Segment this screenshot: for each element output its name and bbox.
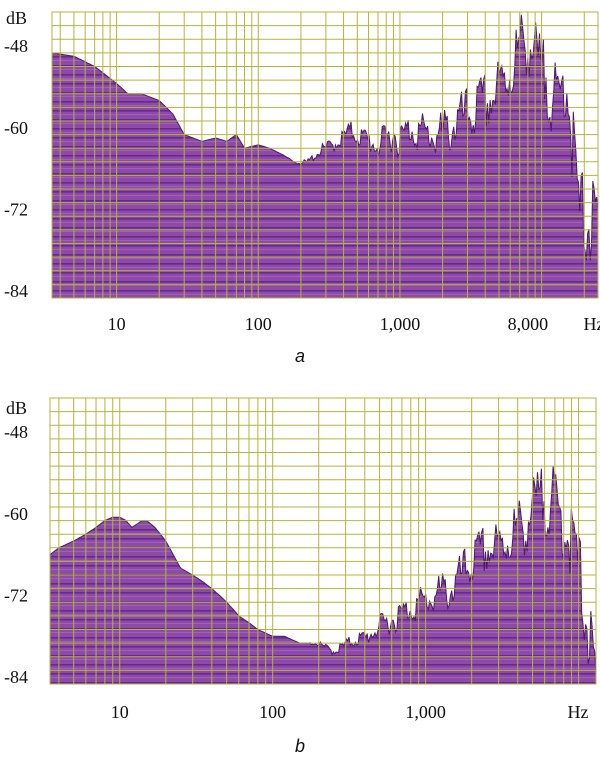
y-unit-label-a: dB [6, 8, 27, 28]
y-tick-label: -60 [4, 118, 28, 138]
x-tick-label: 1,000 [405, 702, 446, 722]
y-tick-label: -48 [4, 422, 28, 442]
y-tick-label: -84 [4, 281, 28, 301]
y-tick-label: -72 [4, 199, 28, 219]
x-unit-label-b: Hz [568, 702, 589, 722]
grid-b [49, 397, 597, 685]
spectrum-chart-b: dB -48 -60 -72 -84 10 100 1,000 Hz b [0, 392, 600, 758]
y-unit-label-b: dB [6, 398, 27, 418]
spectrum-plot-b: dB -48 -60 -72 -84 10 100 1,000 Hz b [4, 397, 597, 756]
y-tick-label: -72 [4, 585, 28, 605]
spectrum-chart-a: dB -48 -60 -72 -84 10 100 1,000 8,000 Hz a [4, 8, 600, 366]
panel-label-a: a [295, 346, 305, 366]
y-tick-label: -84 [4, 667, 28, 687]
grid-a [51, 11, 599, 299]
spectrum-plot-a: dB -48 -60 -72 -84 10 100 1,000 8,000 Hz a [4, 8, 600, 366]
x-tick-label: 100 [259, 702, 286, 722]
x-tick-label: 8,000 [508, 314, 549, 334]
x-tick-label: 10 [108, 314, 126, 334]
x-tick-label: 100 [245, 314, 272, 334]
y-tick-label: -60 [4, 504, 28, 524]
x-tick-label: 10 [111, 702, 129, 722]
y-tick-label: -48 [4, 36, 28, 56]
x-tick-label: 1,000 [380, 314, 421, 334]
spectrum-area-a [52, 14, 598, 298]
x-unit-label-a: Hz [584, 314, 600, 334]
panel-label-b: b [295, 736, 305, 756]
